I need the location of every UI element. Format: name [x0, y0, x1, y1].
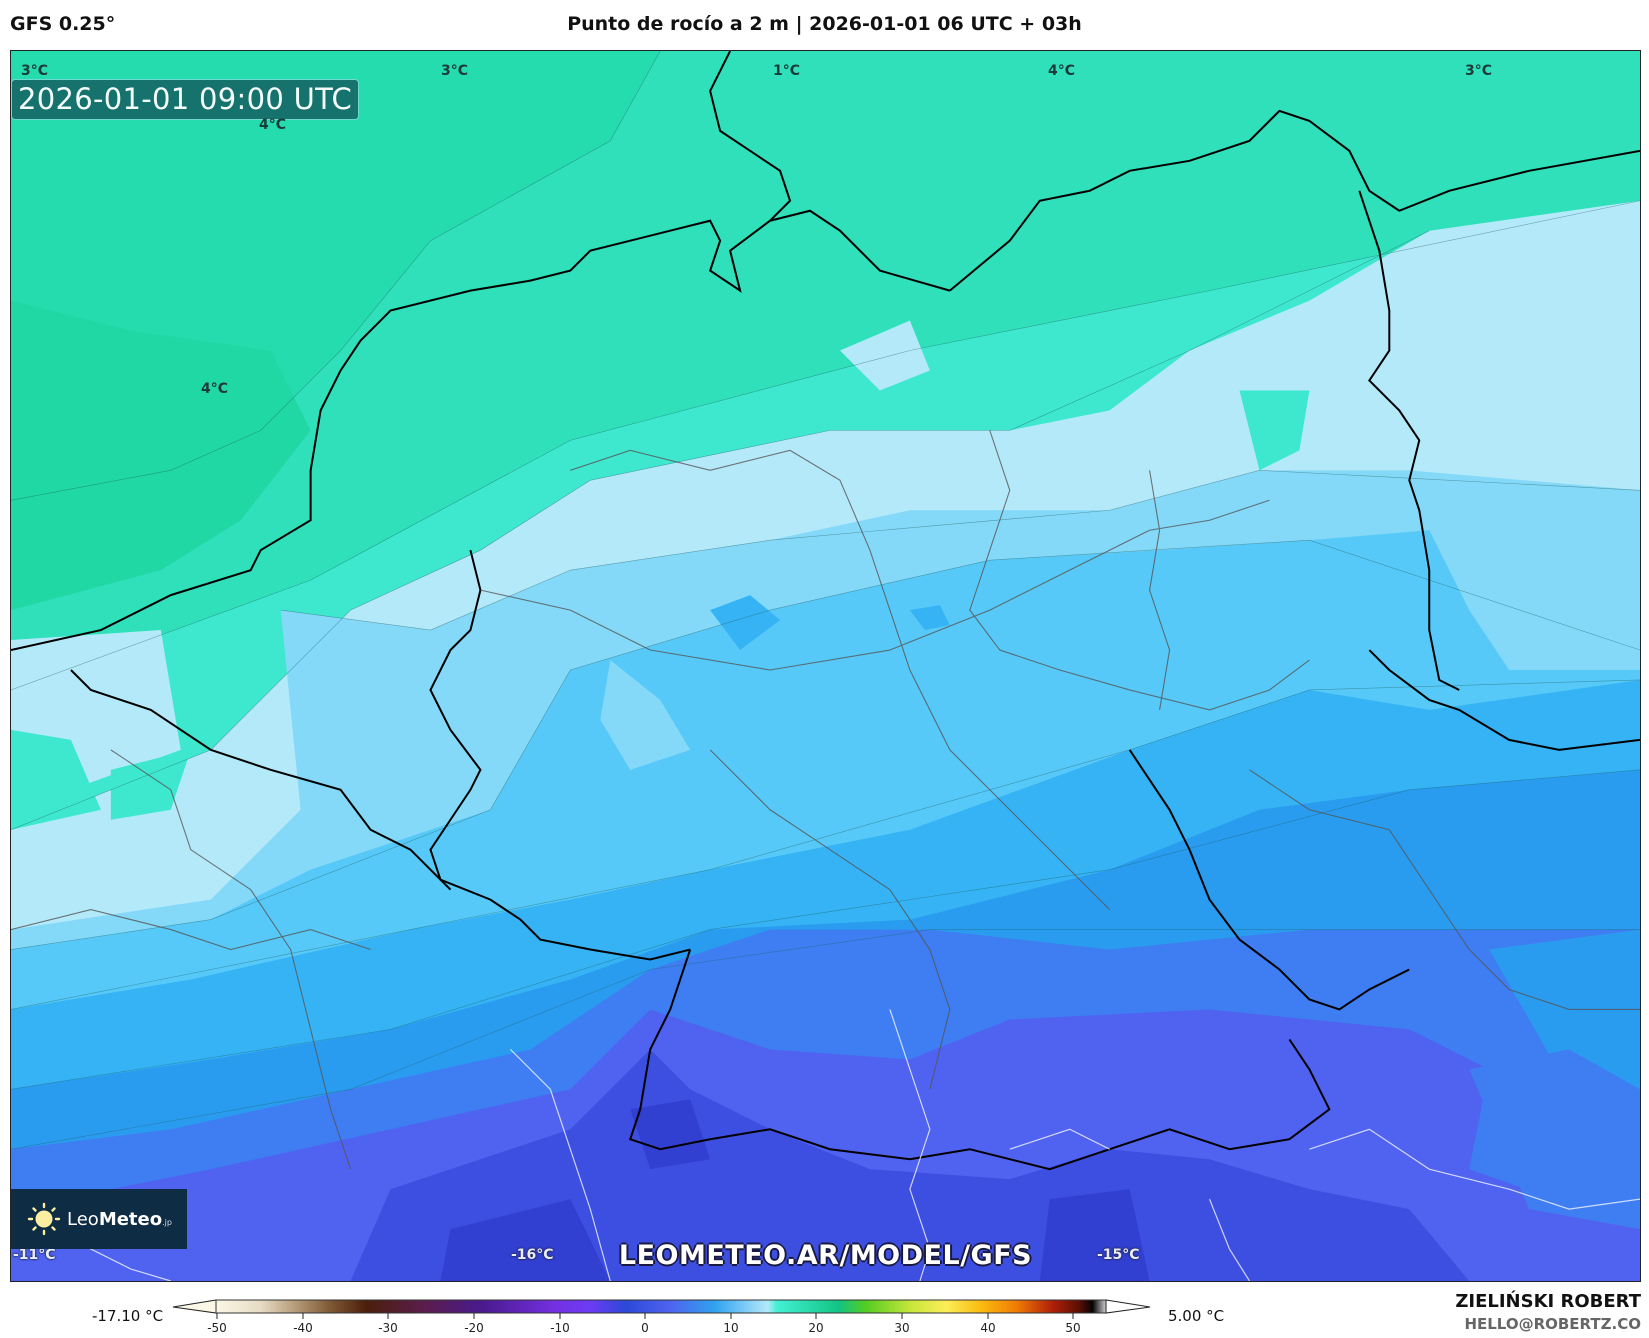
colorbar-tick: -30 [378, 1321, 398, 1335]
isotherm-label: 4°C [1048, 63, 1076, 79]
colorbar-tick: 0 [641, 1321, 649, 1335]
isotherm-label: -11°C [13, 1247, 56, 1263]
colorbar-tick: 50 [1065, 1321, 1081, 1335]
chart-title: Punto de rocío a 2 m | 2026-01-01 06 UTC… [567, 13, 1082, 35]
colorbar-tick: 30 [894, 1321, 910, 1335]
colorbar-tick: -50 [207, 1321, 227, 1335]
colorbar-tick: 10 [723, 1321, 739, 1335]
colorbar-tick: -20 [464, 1321, 484, 1335]
isotherm-label: 4°C [259, 117, 287, 133]
author-name: ZIELIŃSKI ROBERT [1455, 1291, 1641, 1312]
colorbar-tick: 20 [808, 1321, 824, 1335]
leometeo-logo[interactable]: LeoMeteo.jp [11, 1189, 187, 1249]
isotherm-label: 4°C [201, 381, 229, 397]
colorbar-tick: 40 [980, 1321, 996, 1335]
isotherm-label: 3°C [441, 63, 469, 79]
model-name: GFS 0.25° [10, 13, 116, 35]
isotherm-label: -15°C [1097, 1247, 1140, 1263]
colorbar-min-value: -17.10 °C [92, 1307, 164, 1325]
isotherm-label: -16°C [511, 1247, 554, 1263]
source-watermark: LEOMETEO.AR/MODEL/GFS [618, 1240, 1033, 1271]
author-email[interactable]: HELLO@ROBERTZ.CO [1464, 1315, 1641, 1333]
colorbar-tick: -10 [550, 1321, 570, 1335]
colorbar-tick: -40 [293, 1321, 313, 1335]
isotherm-label: 1°C [773, 63, 801, 79]
dew-point-map[interactable]: 2026-01-01 09:00 UTC 3°C 3°C 1°C 4°C 3°C… [10, 50, 1641, 1282]
sun-icon [27, 1202, 61, 1236]
isotherm-label: 3°C [1465, 63, 1493, 79]
valid-time-badge: 2026-01-01 09:00 UTC [11, 79, 360, 120]
logo-wordmark: LeoMeteo.jp [67, 1208, 172, 1230]
colorbar: -17.10 °C [0, 1290, 1649, 1338]
colorbar-scale [172, 1299, 1151, 1319]
colorbar-max-value: 5.00 °C [1168, 1307, 1225, 1325]
isotherm-label: 3°C [21, 63, 49, 79]
dew-point-field [11, 51, 1640, 1281]
